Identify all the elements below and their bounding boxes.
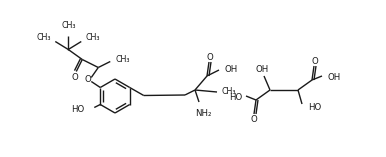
Text: NH₂: NH₂ <box>195 109 211 119</box>
Text: CH₃: CH₃ <box>115 55 130 64</box>
Text: O: O <box>312 57 318 65</box>
Text: O: O <box>85 75 91 84</box>
Text: CH₃: CH₃ <box>61 22 76 30</box>
Text: HO: HO <box>71 105 84 114</box>
Text: OH: OH <box>225 65 238 75</box>
Text: CH₃: CH₃ <box>37 33 51 42</box>
Text: CH₃: CH₃ <box>85 33 100 42</box>
Text: OH: OH <box>328 73 341 82</box>
Text: OH: OH <box>256 65 269 75</box>
Text: O: O <box>72 73 79 82</box>
Text: O: O <box>251 114 257 124</box>
Text: HO: HO <box>229 94 242 103</box>
Text: HO: HO <box>308 103 321 113</box>
Text: O: O <box>207 52 213 62</box>
Text: CH₃: CH₃ <box>222 87 237 97</box>
